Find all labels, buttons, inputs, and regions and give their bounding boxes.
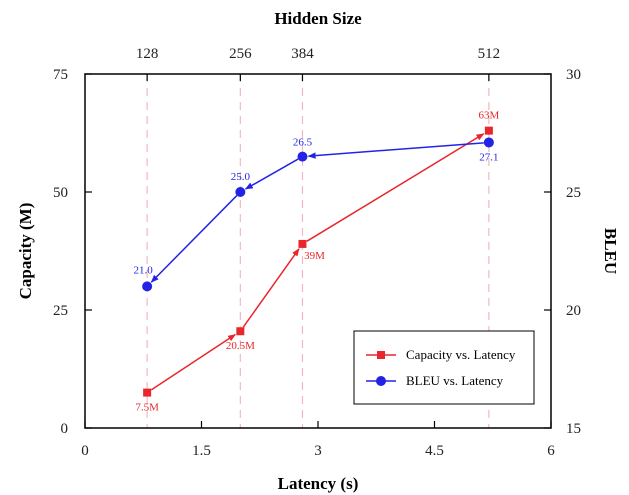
series-arrow <box>244 158 299 190</box>
legend: Capacity vs. Latency BLEU vs. Latency <box>353 330 535 405</box>
data-point-marker <box>235 187 246 197</box>
data-point-marker <box>236 327 245 336</box>
y2-tick-label: 15 <box>566 421 581 437</box>
data-point-marker <box>298 239 307 248</box>
data-label: 21.0 <box>134 264 154 276</box>
legend-label-capacity: Capacity vs. Latency <box>406 347 516 362</box>
x-tick-label: 0 <box>81 443 89 459</box>
top-axis-title: Hidden Size <box>274 9 362 28</box>
series-layer: 7.5M 20.5M 39M 63M 21.0 25.0 26.5 27.1 <box>134 110 500 414</box>
data-label: 25.0 <box>231 171 251 183</box>
x-tick-label: 6 <box>547 443 555 459</box>
y2-tick-label: 25 <box>566 185 581 201</box>
axis-ticks: 0 1.5 3 4.5 6 128 256 384 512 0 25 50 75 15 20 25 30 <box>53 46 581 459</box>
y-tick-label: 75 <box>53 67 68 83</box>
series-arrow <box>307 142 484 159</box>
data-point-marker <box>297 151 308 162</box>
top-tick-label: 128 <box>136 46 159 62</box>
top-tick-label: 512 <box>478 46 501 62</box>
y-tick-label: 0 <box>61 421 69 437</box>
x-axis-title: Latency (s) <box>278 474 359 493</box>
legend-box <box>353 330 535 405</box>
y2-tick-label: 30 <box>566 67 581 83</box>
data-label: 20.5M <box>226 340 255 352</box>
data-point-marker <box>484 126 493 135</box>
data-label: 26.5 <box>293 137 313 149</box>
y-axis-title: Capacity (M) <box>16 203 35 300</box>
data-label: 39M <box>304 250 325 262</box>
series-arrow <box>150 333 236 391</box>
data-label: 7.5M <box>135 402 159 414</box>
legend-marker-bleu <box>376 376 386 386</box>
series-arrow <box>306 133 485 242</box>
x-tick-label: 3 <box>314 443 322 459</box>
series-arrow <box>242 248 300 328</box>
top-tick-label: 256 <box>229 46 252 62</box>
top-tick-label: 384 <box>291 46 314 62</box>
x-tick-label: 1.5 <box>192 443 211 459</box>
y-tick-label: 50 <box>53 185 68 201</box>
y2-tick-label: 20 <box>566 303 581 319</box>
legend-marker-capacity <box>377 351 385 359</box>
data-point-marker <box>143 388 152 397</box>
series-bleu: 21.0 25.0 26.5 27.1 <box>134 137 498 292</box>
x-tick-label: 4.5 <box>425 443 444 459</box>
data-point-marker <box>483 137 494 148</box>
data-label: 27.1 <box>479 151 498 163</box>
right-axis-title: BLEU <box>601 228 620 274</box>
data-label: 63M <box>478 110 499 122</box>
series-arrow <box>150 195 238 283</box>
y-tick-label: 25 <box>53 303 68 319</box>
data-point-marker <box>142 281 153 292</box>
legend-label-bleu: BLEU vs. Latency <box>406 373 504 388</box>
series-capacity: 7.5M 20.5M 39M 63M <box>135 110 499 414</box>
